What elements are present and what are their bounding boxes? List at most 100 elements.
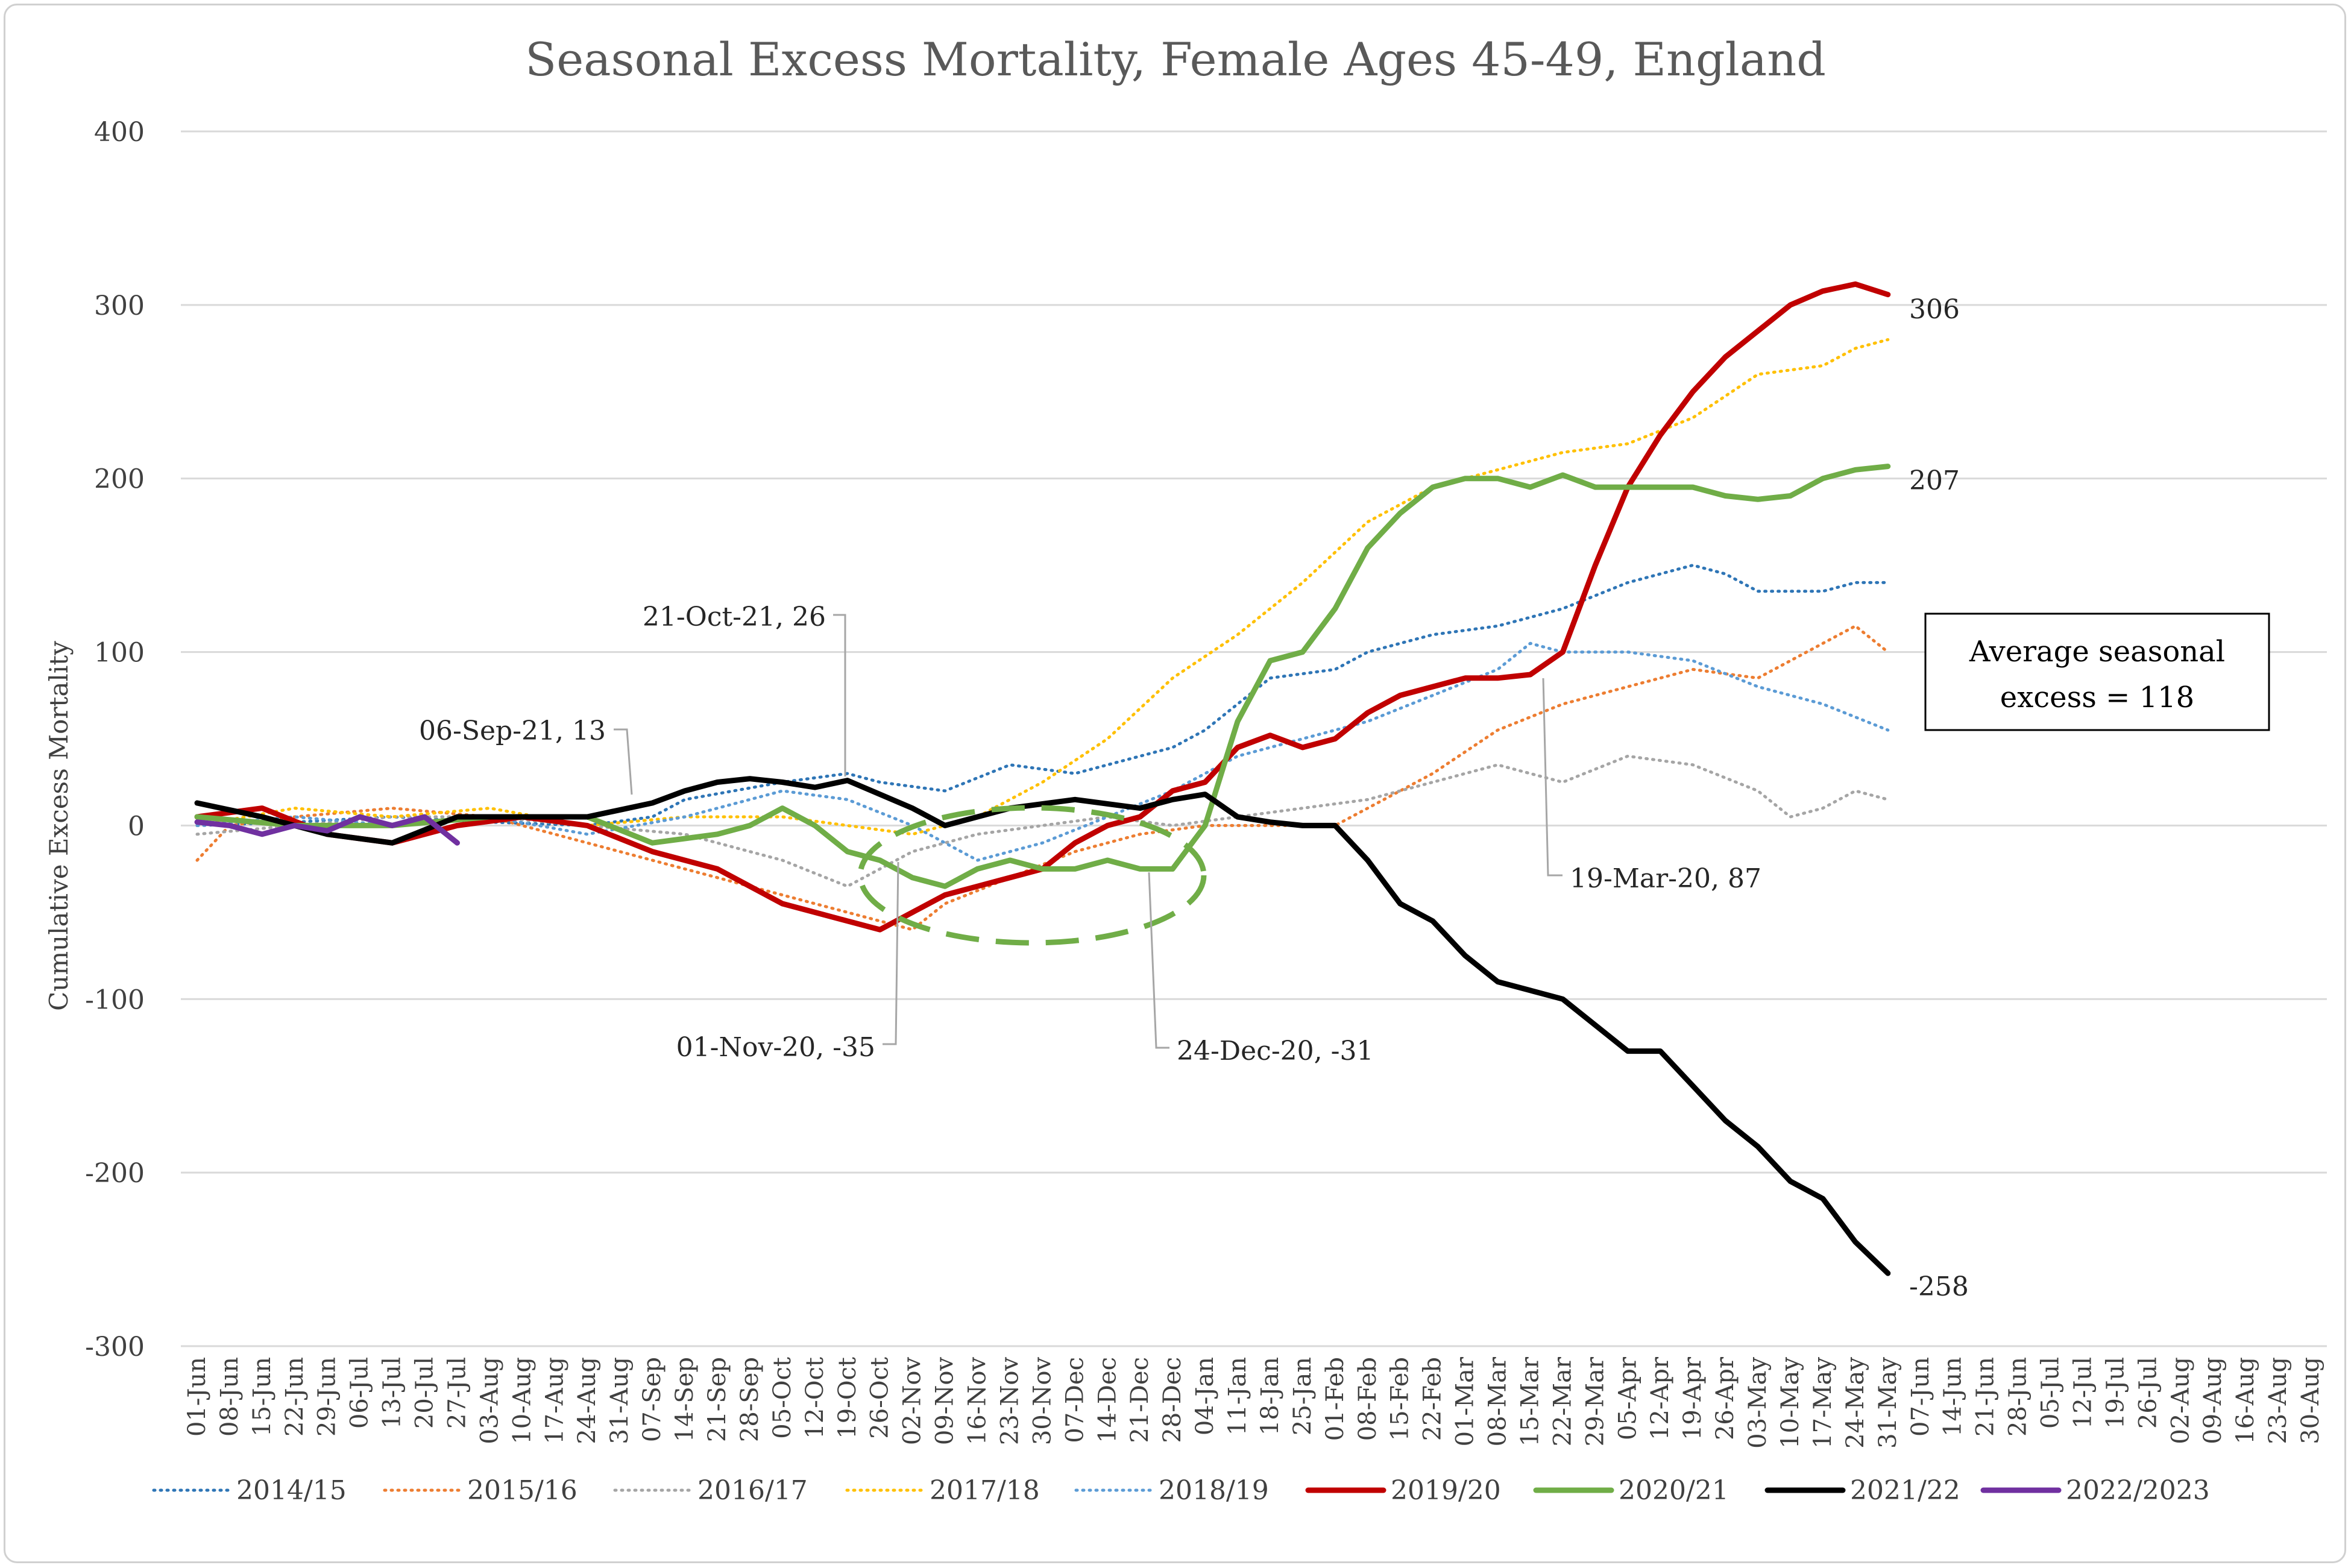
x-tick-label: 24-Aug bbox=[573, 1357, 601, 1444]
legend-label: 2021/22 bbox=[1850, 1475, 1960, 1506]
end-label: 207 bbox=[1909, 465, 1960, 496]
chart-frame bbox=[4, 4, 2346, 1563]
series-line bbox=[195, 564, 1890, 827]
x-tick-label: 14-Dec bbox=[1094, 1357, 1121, 1443]
x-tick-label: 05-Oct bbox=[769, 1357, 796, 1439]
x-tick-label: 04-Jan bbox=[1191, 1357, 1219, 1435]
x-tick-label: 05-Apr bbox=[1614, 1356, 1641, 1440]
annotation-label: 01-Nov-20, -35 bbox=[676, 1032, 875, 1063]
x-tick-label: 14-Sep bbox=[671, 1357, 699, 1442]
y-tick-label: -100 bbox=[85, 984, 145, 1015]
annotation-leader bbox=[883, 861, 899, 1045]
x-tick-label: 26-Jul bbox=[2134, 1357, 2162, 1429]
x-tick-label: 06-Jul bbox=[346, 1357, 374, 1429]
x-tick-label: 17-Aug bbox=[541, 1357, 568, 1444]
x-tick-label: 21-Sep bbox=[703, 1357, 731, 1442]
x-tick-label: 10-May bbox=[1777, 1357, 1804, 1449]
y-tick-labels: 400 300 200 100 0 -100 -200 -300 bbox=[85, 117, 145, 1362]
annotations: 06-Sep-21, 13 21-Oct-21, 26 01-Nov-20, -35… bbox=[419, 602, 1761, 1066]
legend-label: 2019/20 bbox=[1391, 1475, 1501, 1506]
series-line bbox=[195, 624, 1890, 931]
x-tick-label: 05-Jul bbox=[2037, 1357, 2065, 1429]
x-tick-label: 07-Dec bbox=[1061, 1357, 1089, 1443]
series-line bbox=[194, 281, 1891, 933]
x-tick-label: 19-Oct bbox=[834, 1357, 861, 1439]
x-tick-label: 12-Oct bbox=[801, 1357, 829, 1439]
x-tick-label: 08-Mar bbox=[1484, 1356, 1512, 1446]
x-tick-label: 07-Sep bbox=[638, 1357, 666, 1442]
x-tick-label: 08-Jun bbox=[216, 1357, 244, 1437]
legend-label: 2017/18 bbox=[930, 1475, 1040, 1506]
y-tick-label: 0 bbox=[128, 811, 145, 842]
annotation-leader bbox=[1542, 678, 1563, 877]
x-tick-label: 07-Jun bbox=[1907, 1357, 1934, 1437]
series-line bbox=[194, 814, 460, 846]
legend-label: 2022/2023 bbox=[2066, 1475, 2210, 1506]
y-tick-label: -300 bbox=[85, 1332, 145, 1362]
x-tick-label: 14-Jun bbox=[1939, 1357, 1967, 1437]
x-tick-label: 19-Jul bbox=[2101, 1357, 2129, 1429]
x-tick-label: 24-May bbox=[1842, 1357, 1869, 1449]
annotation-label: 21-Oct-21, 26 bbox=[643, 602, 826, 632]
x-tick-label: 13-Jul bbox=[379, 1357, 406, 1429]
x-tick-label: 23-Nov bbox=[996, 1357, 1024, 1445]
x-tick-labels: 01-Jun 08-Jun 15-Jun 22-Jun 29-Jun 06-Jul 13-J… bbox=[183, 1356, 2324, 1449]
series-line bbox=[195, 338, 1890, 836]
x-tick-label: 26-Oct bbox=[866, 1357, 894, 1439]
x-tick-label: 17-May bbox=[1809, 1357, 1837, 1449]
average-box: Average seasonal excess = 118 bbox=[1924, 612, 2270, 731]
series-lines bbox=[194, 281, 1891, 1276]
annotation-leader bbox=[614, 728, 633, 795]
x-tick-label: 09-Aug bbox=[2199, 1357, 2227, 1444]
x-tick-label: 22-Jun bbox=[281, 1357, 309, 1437]
x-tick-label: 31-May bbox=[1874, 1357, 1902, 1449]
x-tick-label: 30-Nov bbox=[1028, 1357, 1056, 1445]
chart-title: Seasonal Excess Mortality, Female Ages 4… bbox=[525, 33, 1826, 86]
annotation-label: 24-Dec-20, -31 bbox=[1177, 1036, 1374, 1066]
annotation-leader bbox=[833, 614, 846, 776]
x-tick-label: 22-Feb bbox=[1419, 1357, 1447, 1441]
x-tick-label: 31-Aug bbox=[606, 1357, 634, 1444]
series-line bbox=[195, 754, 1890, 888]
x-tick-label: 29-Mar bbox=[1581, 1356, 1609, 1446]
x-tick-label: 03-May bbox=[1744, 1357, 1772, 1449]
x-tick-label: 15-Feb bbox=[1386, 1357, 1414, 1441]
x-tick-label: 21-Jun bbox=[1972, 1357, 2000, 1437]
x-tick-label: 30-Aug bbox=[2297, 1357, 2324, 1444]
x-tick-label: 29-Jun bbox=[313, 1357, 341, 1437]
average-box-line-1: Average seasonal bbox=[1969, 635, 2225, 669]
y-tick-label: 200 bbox=[94, 464, 145, 495]
x-tick-label: 01-Feb bbox=[1321, 1357, 1349, 1441]
legend-label: 2020/21 bbox=[1619, 1475, 1729, 1506]
x-tick-label: 23-Aug bbox=[2264, 1357, 2292, 1444]
x-tick-label: 02-Aug bbox=[2167, 1357, 2194, 1444]
x-tick-label: 28-Dec bbox=[1159, 1357, 1186, 1443]
annotation-label: 19-Mar-20, 87 bbox=[1570, 863, 1761, 894]
x-tick-label: 28-Jun bbox=[2004, 1357, 2032, 1437]
legend-label: 2018/19 bbox=[1159, 1475, 1269, 1506]
x-tick-label: 25-Jan bbox=[1289, 1357, 1317, 1435]
series-line bbox=[194, 464, 1891, 889]
y-tick-label: 400 bbox=[94, 117, 145, 148]
annotation-label: 06-Sep-21, 13 bbox=[419, 716, 606, 746]
legend-label: 2014/15 bbox=[236, 1475, 347, 1506]
x-tick-label: 15-Jun bbox=[248, 1357, 276, 1437]
legend-label: 2016/17 bbox=[697, 1475, 808, 1506]
x-tick-label: 01-Jun bbox=[183, 1357, 211, 1437]
x-tick-label: 02-Nov bbox=[899, 1357, 927, 1445]
y-tick-label: 100 bbox=[94, 638, 145, 669]
x-tick-label: 15-Mar bbox=[1516, 1356, 1544, 1446]
annotation-leader bbox=[1148, 872, 1169, 1049]
x-tick-label: 12-Jul bbox=[2069, 1357, 2097, 1429]
legend-label: 2015/16 bbox=[467, 1475, 578, 1506]
x-tick-label: 18-Jan bbox=[1256, 1357, 1284, 1435]
x-tick-label: 09-Nov bbox=[931, 1357, 959, 1445]
x-tick-label: 27-Jul bbox=[443, 1357, 471, 1429]
x-tick-label: 21-Dec bbox=[1126, 1357, 1154, 1443]
x-tick-label: 08-Feb bbox=[1354, 1357, 1382, 1441]
y-tick-label: -200 bbox=[85, 1158, 145, 1189]
x-tick-label: 11-Jan bbox=[1224, 1357, 1251, 1435]
x-tick-label: 16-Nov bbox=[964, 1357, 992, 1445]
y-axis-label: Cumulative Excess Mortality bbox=[44, 641, 74, 1011]
